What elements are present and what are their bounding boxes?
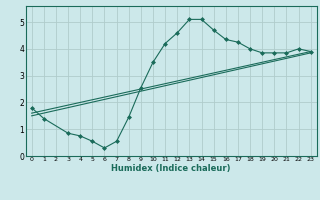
X-axis label: Humidex (Indice chaleur): Humidex (Indice chaleur): [111, 164, 231, 173]
